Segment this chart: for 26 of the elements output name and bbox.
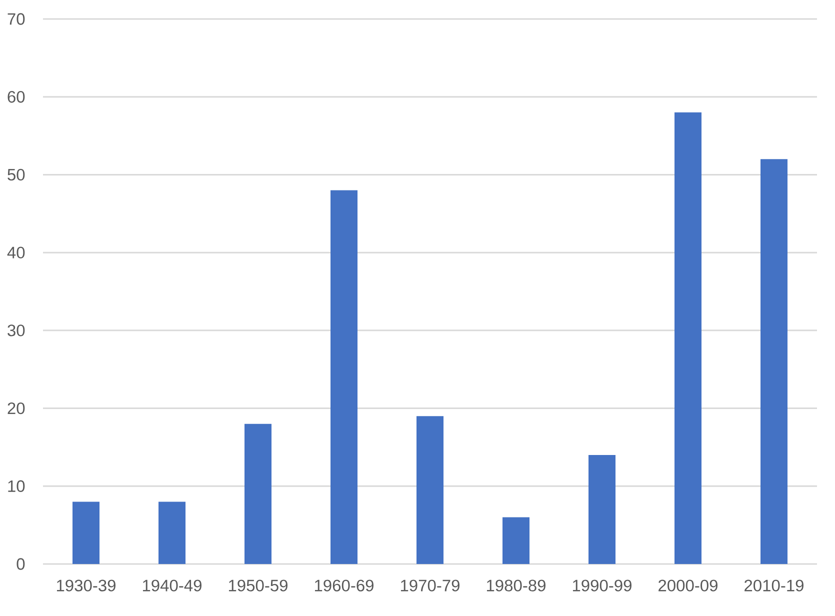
bar [158, 502, 186, 564]
y-tick-label: 20 [8, 402, 25, 414]
x-tick-label: 1930-39 [56, 580, 116, 592]
y-tick-label: 50 [8, 168, 25, 181]
y-tick-label: 30 [8, 324, 25, 336]
y-tick-label: 10 [8, 480, 25, 492]
x-tick-label: 1960-69 [314, 580, 374, 592]
x-tick-label: 1990-99 [572, 580, 632, 592]
bar [330, 190, 358, 564]
y-tick-label: 0 [16, 558, 25, 570]
bar [674, 112, 702, 564]
y-tick-label: 70 [8, 13, 25, 25]
bar [72, 502, 100, 564]
bar [760, 159, 788, 564]
x-tick-label: 1970-79 [400, 580, 460, 592]
bar [588, 455, 616, 564]
x-tick-label: 1980-89 [486, 580, 546, 592]
x-tick-label: 1940-49 [142, 580, 202, 592]
x-tick-label: 2010-19 [744, 580, 804, 592]
x-tick-label: 2000-09 [658, 580, 718, 592]
bar [416, 416, 444, 564]
y-tick-label: 40 [7, 246, 25, 258]
bar [502, 517, 530, 564]
bar [244, 424, 272, 564]
y-tick-label: 60 [8, 91, 25, 103]
x-tick-label: 1950-59 [228, 580, 288, 592]
